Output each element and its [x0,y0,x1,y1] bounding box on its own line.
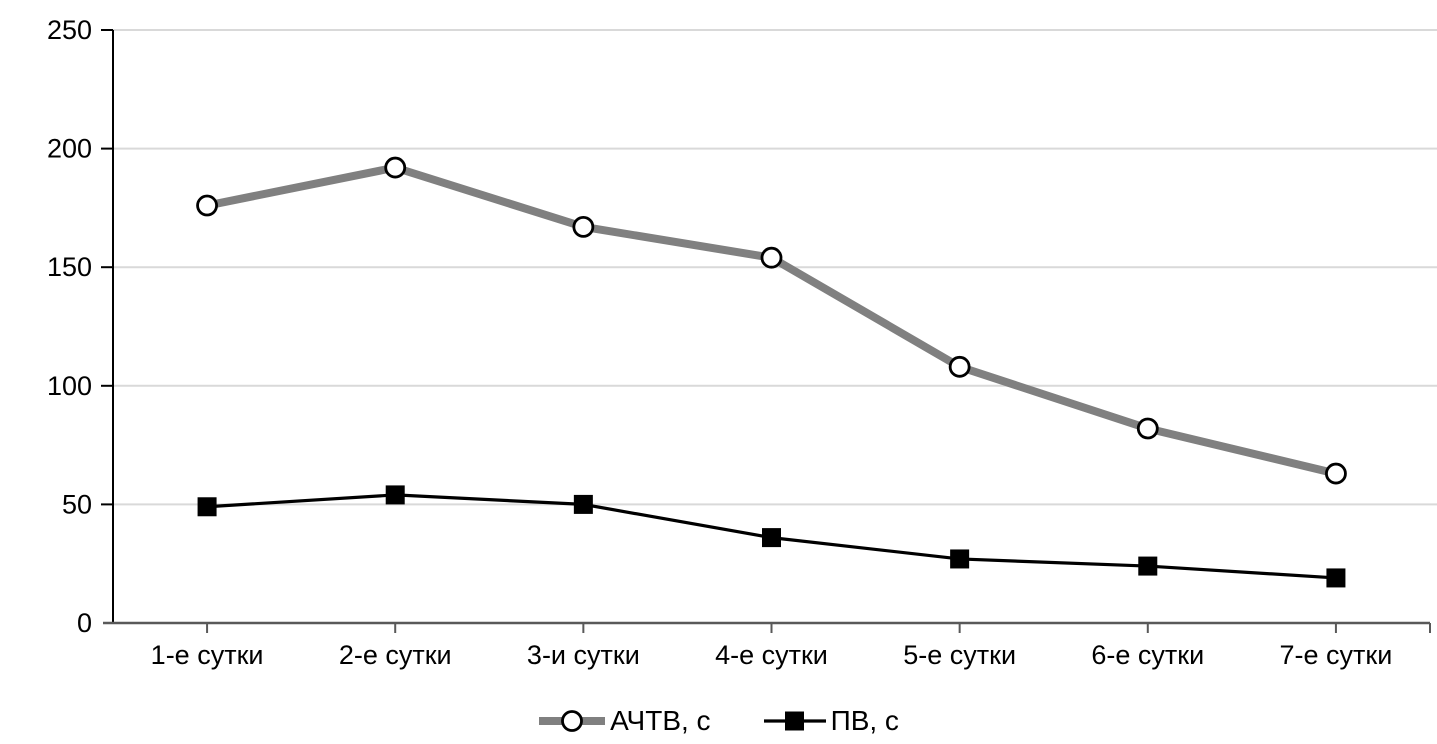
y-axis-label-150: 150 [47,252,92,282]
legend: АЧТВ, с ПВ, с [0,698,1437,744]
y-axis-label-50: 50 [62,489,92,519]
x-axis-label-5: 5-е сутки [903,640,1016,670]
legend-label-achtv: АЧТВ, с [610,705,711,736]
marker-pv-1 [197,497,217,517]
pv-line-square-icon [763,711,826,731]
marker-pv-6 [1138,556,1158,576]
marker-pv-4 [762,528,781,548]
x-axis-label-6: 6-е сутки [1091,640,1204,670]
marker-achtv-5 [948,355,971,378]
legend-item-pv: ПВ, с [763,705,899,737]
legend-item-achtv: АЧТВ, с [538,705,711,737]
y-axis-label-0: 0 [77,608,92,638]
marker-pv-2 [385,485,405,505]
marker-pv-3 [573,494,593,514]
marker-achtv-2 [384,156,407,179]
x-axis-label-3: 3-и сутки [527,640,640,670]
legend-label-pv: ПВ, с [830,705,899,736]
y-axis-label-100: 100 [47,371,92,401]
marker-achtv-4 [760,246,783,269]
achtv-line-circle-icon [539,710,606,732]
x-axis-label-4: 4-е сутки [715,640,828,670]
y-axis-label-200: 200 [47,134,92,164]
legend-pv-marker-sample [784,711,804,731]
x-axis-label-2: 2-е сутки [339,640,452,670]
marker-achtv-6 [1136,417,1159,440]
marker-achtv-3 [572,215,595,238]
marker-pv-5 [950,549,970,569]
marker-pv-7 [1326,568,1346,588]
marker-achtv-7 [1325,462,1347,485]
marker-achtv-1 [196,194,218,217]
x-axis-label-1: 1-е сутки [151,640,264,670]
y-axis-label-250: 250 [47,15,92,45]
legend-achtv-marker-sample [561,710,583,732]
series-line-achtv [206,163,1337,478]
x-axis-label-7: 7-е сутки [1280,640,1393,670]
